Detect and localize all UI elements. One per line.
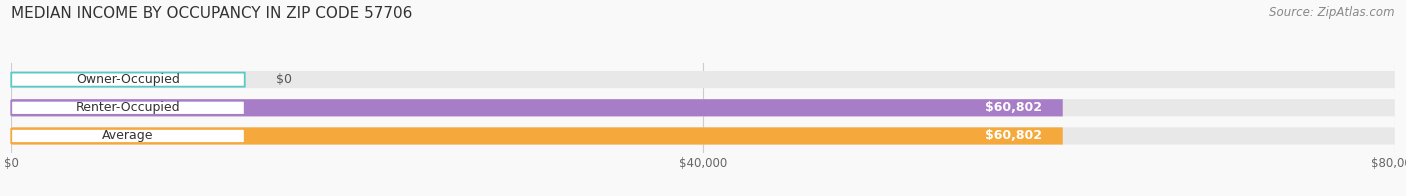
FancyBboxPatch shape — [11, 127, 1063, 145]
FancyBboxPatch shape — [11, 129, 245, 143]
Text: Source: ZipAtlas.com: Source: ZipAtlas.com — [1270, 6, 1395, 19]
Text: Owner-Occupied: Owner-Occupied — [76, 73, 180, 86]
Text: Renter-Occupied: Renter-Occupied — [76, 101, 180, 114]
FancyBboxPatch shape — [11, 73, 245, 87]
Text: Average: Average — [103, 130, 153, 142]
Text: $60,802: $60,802 — [986, 130, 1042, 142]
FancyBboxPatch shape — [11, 127, 1395, 145]
FancyBboxPatch shape — [11, 71, 1395, 88]
FancyBboxPatch shape — [11, 99, 1395, 116]
Text: MEDIAN INCOME BY OCCUPANCY IN ZIP CODE 57706: MEDIAN INCOME BY OCCUPANCY IN ZIP CODE 5… — [11, 6, 412, 21]
Text: $60,802: $60,802 — [986, 101, 1042, 114]
FancyBboxPatch shape — [11, 101, 245, 115]
Text: $0: $0 — [276, 73, 292, 86]
FancyBboxPatch shape — [11, 99, 1063, 116]
